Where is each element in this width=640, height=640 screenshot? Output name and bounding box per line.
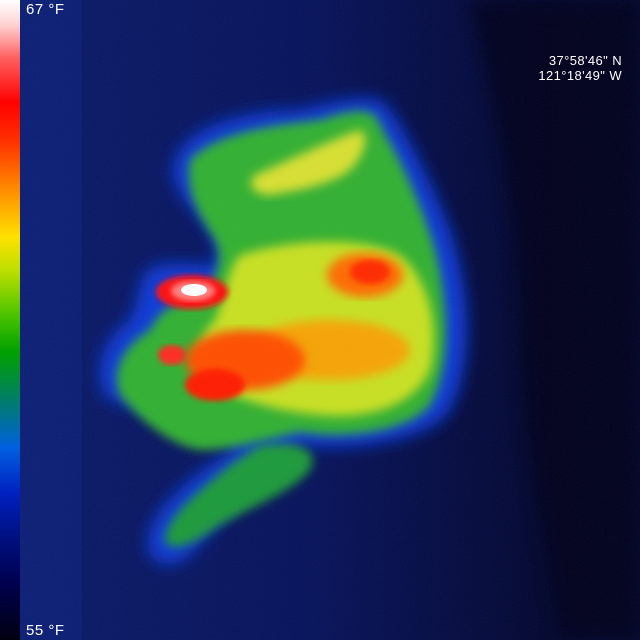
scale-min-label: 55 °F [26, 622, 65, 639]
gps-latitude: 37°58'46" N [548, 53, 622, 68]
gps-coordinates: 37°58'46" N 121°18'49" W [538, 53, 622, 83]
temperature-color-scale [0, 0, 20, 640]
gps-longitude: 121°18'49" W [538, 68, 622, 83]
scale-max-label: 67 °F [26, 1, 65, 18]
